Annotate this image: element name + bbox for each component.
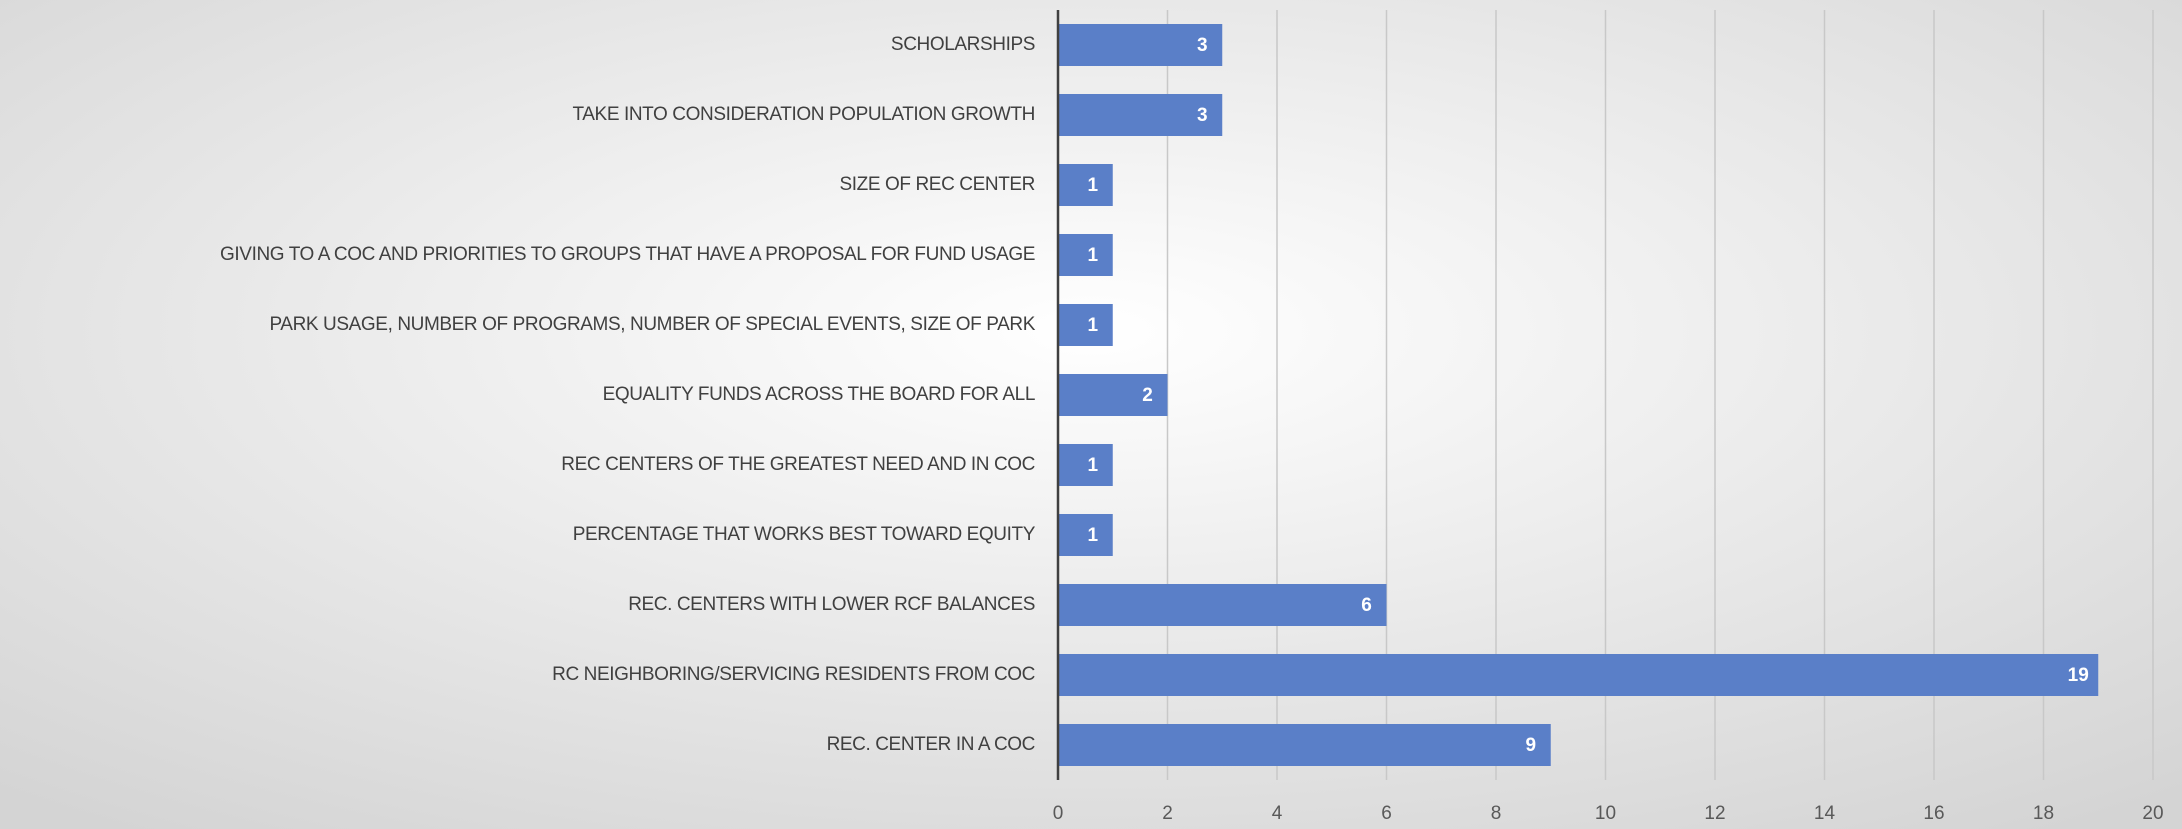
- y-tick-label: TAKE INTO CONSIDERATION POPULATION GROWT…: [572, 104, 1035, 125]
- y-tick-label: SCHOLARSHIPS: [891, 34, 1035, 55]
- bar: [1058, 234, 1113, 276]
- y-tick-label: SIZE OF REC CENTER: [840, 174, 1035, 195]
- x-tick-label: 12: [1704, 803, 1725, 824]
- data-label: 3: [1197, 35, 1208, 56]
- y-tick-label: RC NEIGHBORING/SERVICING RESIDENTS FROM …: [552, 664, 1035, 685]
- y-tick-label: GIVING TO A COC AND PRIORITIES TO GROUPS…: [220, 244, 1035, 265]
- data-label: 2: [1142, 385, 1153, 406]
- data-label: 1: [1087, 175, 1098, 196]
- data-label: 1: [1087, 315, 1098, 336]
- y-tick-label: PARK USAGE, NUMBER OF PROGRAMS, NUMBER O…: [269, 314, 1035, 335]
- data-label: 1: [1087, 455, 1098, 476]
- x-tick-label: 0: [1053, 803, 1064, 824]
- x-tick-label: 20: [2142, 803, 2163, 824]
- data-label: 3: [1197, 105, 1208, 126]
- y-tick-label: REC CENTERS OF THE GREATEST NEED AND IN …: [561, 454, 1035, 475]
- data-label: 6: [1361, 595, 1372, 616]
- y-tick-label: REC. CENTERS WITH LOWER RCF BALANCES: [628, 594, 1035, 615]
- bar: [1058, 584, 1387, 626]
- x-tick-label: 2: [1162, 803, 1173, 824]
- bar: [1058, 514, 1113, 556]
- x-tick-label: 14: [1814, 803, 1836, 824]
- x-tick-label: 4: [1272, 803, 1283, 824]
- y-tick-label: EQUALITY FUNDS ACROSS THE BOARD FOR ALL: [603, 384, 1035, 405]
- x-tick-label: 18: [2033, 803, 2054, 824]
- bar: [1058, 164, 1113, 206]
- data-label: 1: [1087, 525, 1098, 546]
- y-tick-label: PERCENTAGE THAT WORKS BEST TOWARD EQUITY: [573, 524, 1036, 545]
- bar: [1058, 304, 1113, 346]
- data-label: 19: [2068, 665, 2089, 686]
- bar: [1058, 374, 1168, 416]
- x-tick-label: 16: [1923, 803, 1944, 824]
- bar: [1058, 24, 1223, 66]
- y-tick-label: REC. CENTER IN A COC: [827, 734, 1035, 755]
- bar: [1058, 444, 1113, 486]
- bar: [1058, 724, 1551, 766]
- x-tick-label: 10: [1595, 803, 1616, 824]
- x-tick-label: 8: [1491, 803, 1502, 824]
- data-label: 1: [1087, 245, 1098, 266]
- x-tick-label: 6: [1381, 803, 1392, 824]
- bar: [1058, 654, 2099, 696]
- data-label: 9: [1525, 735, 1536, 756]
- bar: [1058, 94, 1223, 136]
